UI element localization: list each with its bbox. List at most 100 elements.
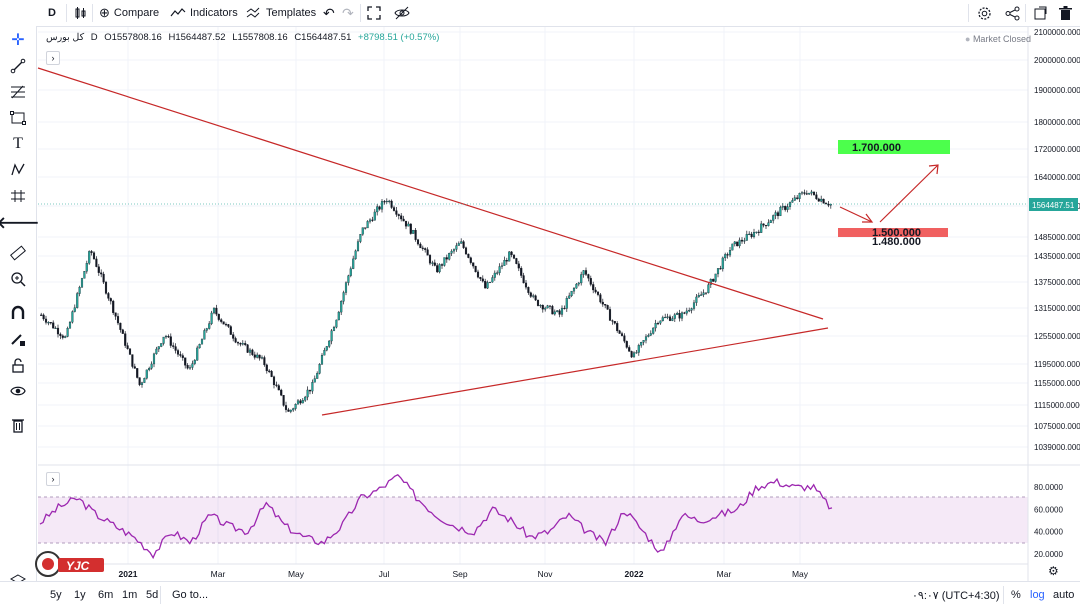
candle-body (709, 279, 712, 285)
candle-body (539, 304, 542, 307)
text-tool-icon[interactable]: T (13, 135, 23, 152)
timeframe-5y[interactable]: 5y (50, 589, 62, 601)
price-axis[interactable]: 2100000.0000 2000000.0000 1900000.0000 1800… (1034, 28, 1080, 452)
candle-body (724, 254, 727, 259)
interval-button[interactable]: D (48, 7, 56, 19)
fullscreen-button[interactable] (367, 0, 381, 26)
time-axis[interactable]: 2021 Mar May Jul Sep Nov 2022 Mar May (119, 569, 809, 579)
candle-body (239, 343, 242, 345)
share-button[interactable] (1005, 0, 1020, 26)
candle-body (373, 211, 376, 221)
candle-body (419, 243, 422, 249)
rsi-collapse-button[interactable]: › (46, 472, 60, 486)
price-tick-label: 2100000.0000 (1034, 28, 1080, 37)
goto-button[interactable]: Go to... (172, 589, 209, 601)
prediction-tool-icon[interactable] (8, 186, 28, 206)
top-toolbar: D ⊕ Compare Indicators Templates ↶ ↷ (0, 0, 1080, 27)
pattern-tool-icon[interactable] (8, 160, 28, 180)
time-tick-label: May (288, 569, 305, 579)
timeframe-1m[interactable]: 1m (122, 589, 138, 601)
axis-settings-icon[interactable]: ⚙ (1048, 564, 1059, 578)
zoom-in-icon[interactable] (8, 269, 28, 289)
candle-body (656, 323, 660, 325)
candle-body (80, 278, 84, 288)
ohlc-legend: کل بورس D O1557808.16 H1564487.52 L15578… (46, 32, 443, 43)
symbol-name[interactable]: کل بورس (46, 32, 85, 43)
candle-body (412, 229, 415, 234)
candle-body (40, 314, 43, 316)
toolbar-divider (66, 4, 67, 22)
ruler-icon[interactable] (8, 243, 28, 263)
candle-body (668, 316, 672, 321)
candle-body (769, 220, 772, 223)
pencil-lock-icon[interactable] (8, 329, 28, 349)
candle-body (690, 308, 693, 311)
candle-body (172, 345, 175, 347)
indicators-label: Indicators (190, 7, 238, 19)
candle-body (508, 251, 511, 262)
snapshot-button[interactable] (1033, 0, 1048, 26)
rsi-series (39, 474, 833, 560)
eye-icon[interactable] (8, 381, 28, 401)
candle-body (73, 307, 76, 312)
undo-button[interactable]: ↶ (323, 0, 335, 26)
candle-body (752, 232, 756, 238)
price-tick-label: 1115000.0000 (1034, 401, 1080, 410)
rsi-axis[interactable]: 80.0000 60.0000 40.0000 20.0000 (1034, 483, 1063, 559)
chart-type-button[interactable] (73, 0, 87, 26)
target-high-box[interactable] (838, 140, 950, 154)
timeframe-6m[interactable]: 6m (98, 589, 114, 601)
log-toggle[interactable]: log (1030, 589, 1045, 601)
candle-body (292, 408, 295, 411)
candle-body (822, 198, 825, 204)
timeframe-1y[interactable]: 1y (74, 589, 86, 601)
descending-trendline[interactable] (37, 67, 824, 320)
delete-button[interactable] (1059, 0, 1072, 26)
down-arrow-line[interactable] (839, 206, 873, 223)
trendline-icon[interactable] (8, 56, 28, 76)
ascending-trendline[interactable] (321, 327, 829, 416)
price-tick-label: 1155000.0000 (1034, 379, 1080, 388)
auto-toggle[interactable]: auto (1053, 589, 1075, 601)
clock[interactable]: ۰۹:۰۷ (UTC+4:30) (912, 589, 1000, 602)
candle-body (580, 274, 583, 284)
rectangle-tool-icon[interactable] (8, 108, 28, 128)
timeframe-5d[interactable]: 5d (146, 589, 159, 601)
candle-body (385, 200, 388, 203)
target-mid-box[interactable] (838, 228, 948, 237)
time-tick-label: Mar (717, 569, 732, 579)
up-arrow-line[interactable] (879, 164, 939, 223)
unlock-icon[interactable] (8, 355, 28, 375)
settings-button[interactable] (977, 0, 992, 26)
candle-body (697, 295, 700, 298)
percent-toggle[interactable]: % (1011, 589, 1021, 601)
candle-body (582, 270, 585, 275)
compare-button[interactable]: ⊕ Compare (99, 0, 159, 26)
candle-body (306, 389, 309, 398)
hide-drawings-button[interactable] (394, 0, 410, 26)
templates-label: Templates (266, 7, 317, 19)
fib-retracement-icon[interactable] (8, 82, 28, 102)
candle-body (179, 354, 182, 356)
legend-collapse-button[interactable]: › (46, 51, 60, 65)
candle-body (479, 277, 482, 279)
magnet-icon[interactable] (8, 303, 28, 323)
candle-body (287, 409, 290, 412)
candle-body (726, 254, 729, 256)
candle-body (222, 321, 225, 325)
market-status-text: Market Closed (972, 34, 1031, 44)
crosshair-icon[interactable]: ✛ (11, 32, 25, 49)
candle-body (556, 310, 559, 312)
candle-body (44, 318, 48, 323)
trash-icon[interactable] (8, 415, 28, 435)
candle-body (592, 284, 595, 291)
candle-body (325, 346, 328, 351)
candle-body (340, 301, 343, 313)
indicators-button[interactable]: Indicators (170, 0, 238, 26)
candle-body (457, 243, 460, 246)
time-tick-label: Mar (211, 569, 226, 579)
redo-button[interactable]: ↷ (342, 0, 354, 26)
templates-button[interactable]: Templates (246, 0, 316, 26)
candle-body (467, 253, 470, 258)
